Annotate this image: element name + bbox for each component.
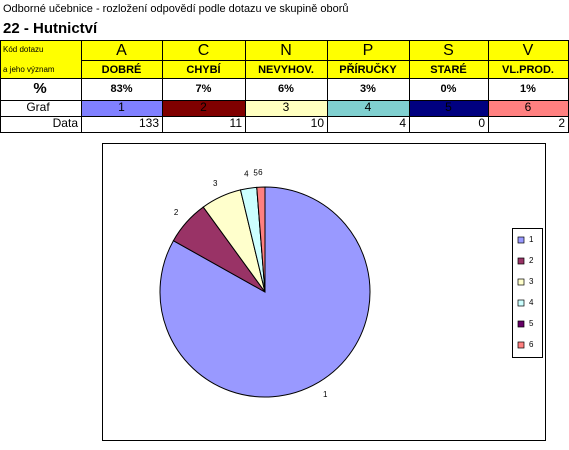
data-value: 2: [558, 116, 565, 130]
row-label: a jeho význam: [3, 65, 55, 74]
cell: [0, 40, 82, 79]
slice-label: 4: [244, 170, 249, 179]
code: P: [363, 42, 374, 59]
pie-slice: [256, 186, 266, 293]
legend-label: 6: [529, 340, 534, 349]
legend-swatch: [517, 278, 525, 286]
graf-number: 3: [283, 100, 290, 114]
percent: 1%: [520, 83, 536, 95]
meaning: DOBRÉ: [102, 63, 142, 76]
data-value: 11: [230, 116, 243, 130]
percent: 7%: [196, 83, 212, 95]
slice-label: 6: [258, 168, 263, 177]
percent: 6%: [278, 83, 294, 95]
percent: 3%: [360, 83, 376, 95]
meaning: NEVYHOV.: [258, 64, 314, 76]
legend-swatch: [517, 299, 525, 307]
legend-label: 4: [529, 298, 534, 307]
row-label: %: [33, 80, 46, 97]
row-label: Data: [53, 116, 79, 130]
legend-swatch: [517, 320, 525, 328]
legend-swatch: [517, 236, 525, 244]
legend-swatch: [517, 341, 525, 349]
code: N: [280, 42, 292, 59]
code: V: [523, 42, 534, 59]
data-value: 133: [139, 116, 159, 130]
meaning: STARÉ: [430, 63, 466, 76]
slice-label: 2: [174, 208, 179, 217]
row-label: Kód dotazu: [3, 45, 43, 54]
row-label: Graf: [26, 100, 50, 114]
legend-label: 3: [529, 277, 534, 286]
legend-label: 2: [529, 256, 534, 265]
graf-number: 4: [365, 100, 372, 114]
graf-number: 1: [118, 100, 125, 114]
title: 22 - Hutnictví: [3, 20, 98, 37]
cell: [409, 116, 489, 133]
meaning: CHYBÍ: [186, 63, 221, 76]
graf-number: 2: [200, 100, 207, 114]
code: C: [198, 42, 210, 59]
legend-label: 1: [529, 235, 534, 244]
data-value: 4: [399, 116, 406, 130]
graf-number: 6: [525, 100, 532, 114]
code: A: [116, 42, 127, 59]
data-value: 10: [311, 116, 325, 130]
data-value: 0: [478, 116, 485, 130]
slice-label: 3: [213, 179, 218, 188]
subtitle: Odborné učebnice - rozložení odpovědí po…: [3, 3, 349, 15]
meaning: PŘÍRUČKY: [339, 63, 397, 76]
slice-label: 5: [253, 168, 258, 177]
percent: 0%: [441, 83, 457, 95]
legend-swatch: [517, 257, 525, 265]
code: S: [443, 42, 454, 59]
cell: [327, 116, 410, 133]
graf-number: 5: [445, 100, 452, 114]
legend-box: [512, 228, 543, 358]
slice-label: 1: [323, 390, 328, 399]
cell: [488, 116, 569, 133]
meaning: VL.PROD.: [502, 64, 554, 76]
percent: 83%: [110, 83, 132, 95]
legend-label: 5: [529, 319, 534, 328]
